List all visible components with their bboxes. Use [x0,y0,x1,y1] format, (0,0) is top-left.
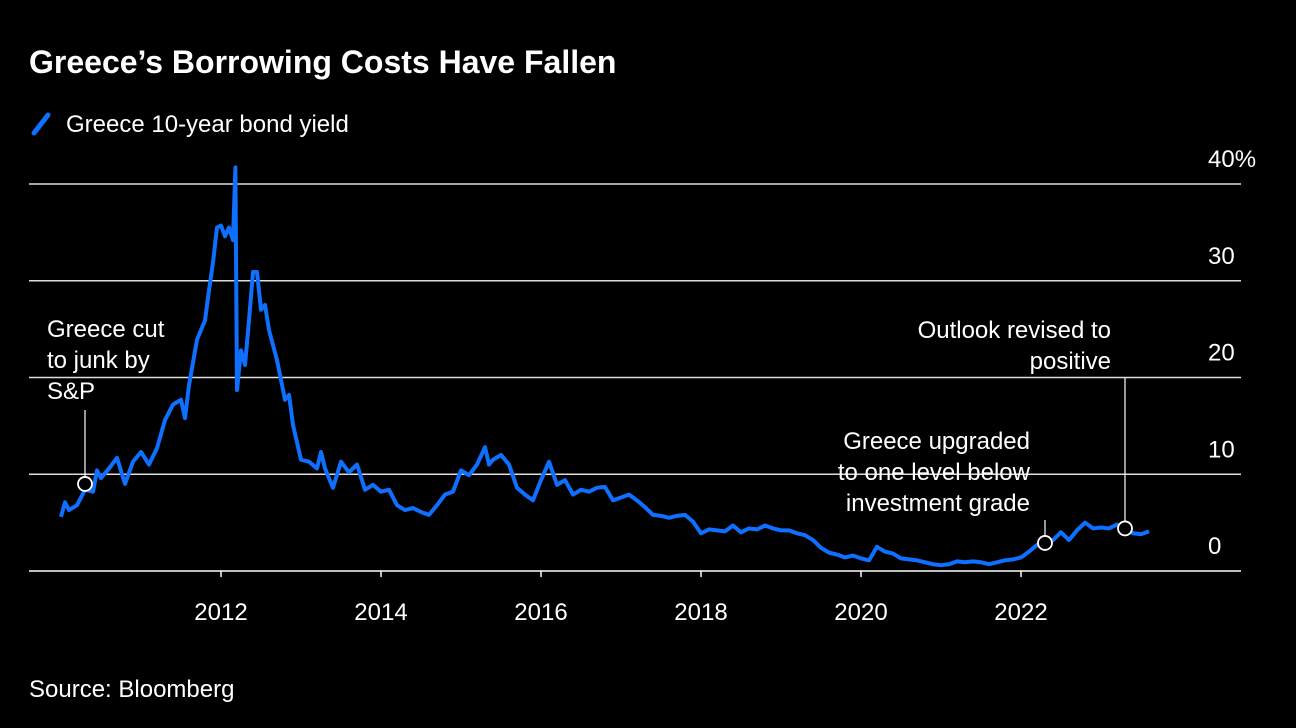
annotation-text: investment grade [846,490,1030,517]
source-note: Source: Bloomberg [29,676,234,703]
x-tick-label: 2014 [354,599,407,626]
y-tick-label: 0 [1208,533,1221,560]
chart-title: Greece’s Borrowing Costs Have Fallen [29,44,616,80]
y-tick-label: 10 [1208,436,1235,463]
annotation-text: Greece cut [47,316,165,343]
legend-label: Greece 10-year bond yield [66,111,349,138]
x-tick-label: 2020 [834,599,887,626]
annotation-text: positive [1030,348,1111,375]
y-tick-label: 20 [1208,340,1235,367]
annotation-marker [1117,520,1133,537]
x-tick-label: 2012 [194,599,247,626]
x-tick-label: 2022 [994,599,1047,626]
annotation-text: to junk by [47,347,150,374]
legend-swatch [31,112,51,136]
annotation-text: to one level below [838,459,1031,486]
y-tick-label: 30 [1208,243,1235,270]
annotation-text: Greece upgraded [843,428,1030,455]
y-tick-label: 40% [1208,146,1256,173]
annotation-text: Outlook revised to [918,317,1111,344]
annotation-text: S&P [47,378,95,405]
series-line [59,165,1150,568]
annotation-marker [77,476,93,492]
x-tick-label: 2016 [514,599,567,626]
x-tick-label: 2018 [674,599,727,626]
annotation-marker [1037,535,1053,551]
